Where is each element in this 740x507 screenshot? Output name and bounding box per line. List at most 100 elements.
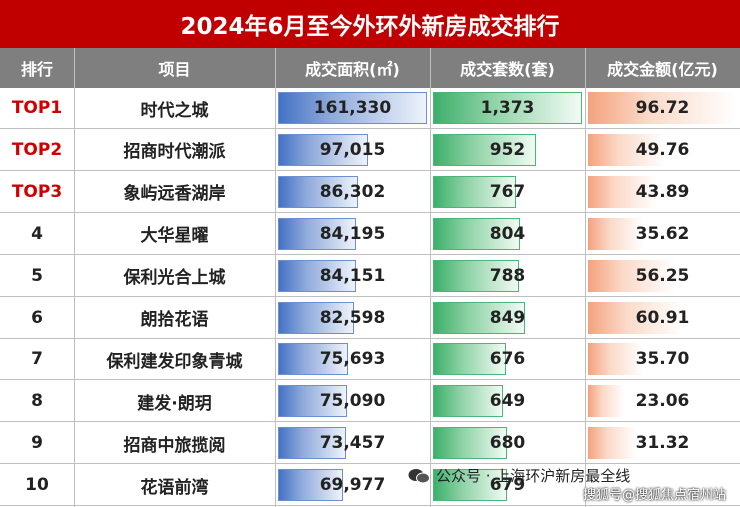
area-cell: 75,693 xyxy=(275,339,430,379)
project-cell: 保利建发印象青城 xyxy=(106,351,243,372)
sets-cell: 649 xyxy=(430,381,585,421)
area-cell: 82,598 xyxy=(275,298,430,338)
amount-cell: 23.06 xyxy=(585,381,740,421)
amount-value: 35.62 xyxy=(635,223,690,244)
area-value: 75,693 xyxy=(319,349,386,370)
project-cell: 大华星曜 xyxy=(140,226,209,247)
sets-value: 788 xyxy=(489,265,526,286)
divider xyxy=(430,48,431,507)
sets-value: 952 xyxy=(489,139,526,160)
table-row: 8 建发·朗玥 75,090 649 23.06 xyxy=(0,381,740,423)
header-project: 项目 xyxy=(158,60,191,79)
sets-cell: 804 xyxy=(430,214,585,254)
amount-bar xyxy=(588,301,682,334)
area-cell: 84,151 xyxy=(275,256,430,296)
area-cell: 84,195 xyxy=(275,214,430,254)
area-value: 84,195 xyxy=(319,223,386,244)
area-bar xyxy=(278,259,356,292)
sets-bar xyxy=(433,469,507,502)
area-cell: 69,977 xyxy=(275,465,430,505)
area-bar xyxy=(278,427,346,460)
wechat-icon xyxy=(408,468,430,483)
amount-cell: 56.25 xyxy=(585,256,740,296)
sets-value: 1,373 xyxy=(480,98,535,118)
amount-bar xyxy=(588,217,643,250)
rank-cell: 9 xyxy=(31,433,43,454)
amount-value: 43.89 xyxy=(635,181,690,202)
watermark-text: 公众号 · 上海环沪新房最全线 xyxy=(436,467,631,485)
table-row: 10 花语前湾 69,977 679 xyxy=(0,465,740,507)
sets-value: 767 xyxy=(489,181,526,202)
sets-value: 649 xyxy=(489,391,526,412)
sets-bar xyxy=(433,427,507,460)
amount-cell: 60.91 xyxy=(585,298,740,338)
project-cell: 建发·朗玥 xyxy=(137,393,212,414)
sets-bar xyxy=(433,217,521,250)
area-value: 69,977 xyxy=(319,475,386,496)
sets-value: 676 xyxy=(489,349,526,370)
sets-cell: 849 xyxy=(430,298,585,338)
amount-value: 60.91 xyxy=(635,307,690,328)
sets-bar xyxy=(433,343,507,376)
area-cell: 73,457 xyxy=(275,423,430,463)
area-value: 97,015 xyxy=(319,139,386,160)
sets-value: 804 xyxy=(489,223,526,244)
divider xyxy=(275,48,276,507)
area-value: 73,457 xyxy=(319,433,386,454)
area-value: 84,151 xyxy=(319,265,386,286)
project-cell: 招商中旅揽阅 xyxy=(123,435,226,456)
sets-cell: 788 xyxy=(430,256,585,296)
rank-cell: TOP1 xyxy=(11,98,63,118)
rank-cell: 4 xyxy=(31,223,43,244)
rank-cell: 10 xyxy=(25,475,49,496)
rank-cell: 7 xyxy=(31,349,43,370)
table-row: 9 招商中旅揽阅 73,457 680 31.32 xyxy=(0,423,740,465)
sets-cell: 1,373 xyxy=(430,88,585,128)
amount-cell: 31.32 xyxy=(585,423,740,463)
amount-cell: 49.76 xyxy=(585,130,740,170)
amount-bar xyxy=(588,343,643,376)
sets-bar xyxy=(433,259,519,292)
area-cell: 161,330 xyxy=(275,88,430,128)
table-header: 排行 项目 成交面积(㎡) 成交套数(套) 成交金额(亿元) xyxy=(0,48,740,88)
area-bar xyxy=(278,92,427,124)
amount-bar xyxy=(588,259,675,292)
table-row: 7 保利建发印象青城 75,693 676 35.70 xyxy=(0,339,740,381)
area-value: 161,330 xyxy=(313,98,392,118)
table-row: TOP2 招商时代潮派 97,015 952 49.76 xyxy=(0,130,740,171)
amount-bar xyxy=(588,427,637,460)
amount-value: 49.76 xyxy=(635,139,690,160)
area-bar xyxy=(278,469,343,502)
sets-bar xyxy=(433,385,504,418)
amount-cell: 43.89 xyxy=(585,172,740,212)
amount-cell: 35.70 xyxy=(585,339,740,379)
table-row: TOP3 象屿远香湖岸 86,302 767 43.89 xyxy=(0,172,740,213)
amount-value: 23.06 xyxy=(635,391,690,412)
page-title: 2024年6月至今外环外新房成交排行 xyxy=(0,0,740,48)
sets-bar xyxy=(433,301,526,334)
area-bar xyxy=(278,301,355,334)
sets-bar xyxy=(433,133,537,166)
watermark: 公众号 · 上海环沪新房最全线 xyxy=(408,465,630,486)
amount-value: 35.70 xyxy=(635,349,690,370)
divider xyxy=(585,48,586,507)
sets-cell: 679 xyxy=(430,465,585,505)
project-cell: 时代之城 xyxy=(140,100,209,121)
header-rank: 排行 xyxy=(20,60,53,79)
divider xyxy=(74,48,75,507)
table-row: 4 大华星曜 84,195 804 35.62 xyxy=(0,214,740,255)
table-row: 6 朗拾花语 82,598 849 60.91 xyxy=(0,298,740,339)
rank-cell: TOP2 xyxy=(11,139,63,160)
header-amount: 成交金额(亿元) xyxy=(607,60,718,79)
amount-value: 31.32 xyxy=(635,433,690,454)
area-value: 75,090 xyxy=(319,391,386,412)
amount-cell: 96.72 xyxy=(585,88,740,128)
sets-cell: 680 xyxy=(430,423,585,463)
header-area: 成交面积(㎡) xyxy=(305,60,400,79)
project-cell: 招商时代潮派 xyxy=(123,142,226,163)
sets-cell: 952 xyxy=(430,130,585,170)
project-cell: 保利光合上城 xyxy=(123,268,226,289)
rank-cell: 5 xyxy=(31,265,43,286)
area-bar xyxy=(278,343,348,376)
